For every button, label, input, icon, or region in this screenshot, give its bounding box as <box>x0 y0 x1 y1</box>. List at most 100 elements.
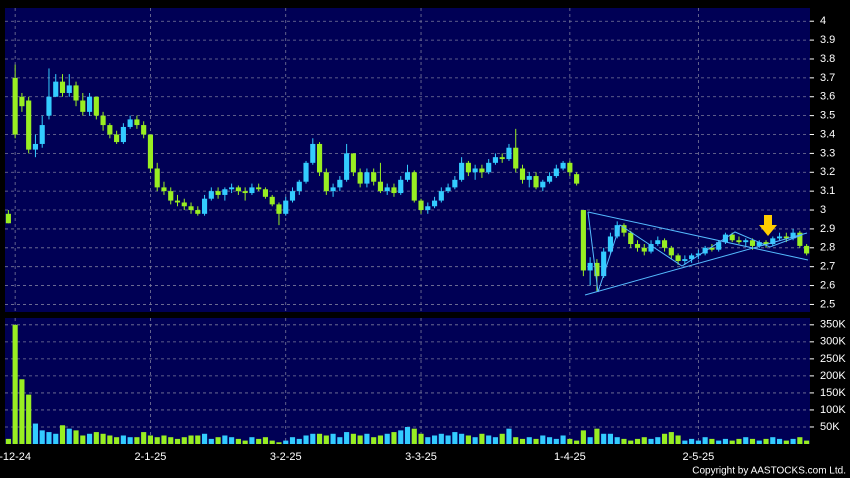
volume-bar <box>66 428 72 444</box>
candle-body <box>567 162 573 173</box>
candle-body <box>776 236 783 239</box>
volume-bar <box>249 437 255 444</box>
volume-bar <box>546 437 553 444</box>
volume-bar <box>357 435 363 444</box>
candle-body <box>587 262 593 271</box>
y-tick-label: 3.4 <box>820 128 835 140</box>
candle-body <box>465 162 471 173</box>
volume-bar <box>459 433 465 444</box>
volume-bar <box>316 433 323 444</box>
candle-body <box>249 187 255 194</box>
trend-line <box>587 211 809 261</box>
y2-tick-label: 150K <box>820 387 846 399</box>
volume-bar <box>398 430 404 444</box>
candle-body <box>425 206 431 211</box>
volume-bar <box>675 435 681 444</box>
volume-bar <box>310 433 316 444</box>
volume-bar <box>594 428 600 444</box>
volume-bar <box>134 437 140 444</box>
volume-bar <box>174 438 181 444</box>
volume-bar <box>689 438 695 444</box>
y2-tick-label: 200K <box>820 370 846 382</box>
candle-body <box>729 234 735 241</box>
y-tick-label: 3.9 <box>820 34 835 46</box>
volume-bar <box>736 438 742 444</box>
candle-body <box>154 168 160 188</box>
candle-body <box>208 191 214 199</box>
candle-body <box>546 176 553 182</box>
x-tick-label: 3-2-25 <box>270 451 302 463</box>
volume-bar <box>506 428 512 444</box>
candle-body <box>371 172 377 182</box>
y-tick-label: 3.3 <box>820 147 835 159</box>
candle-body <box>107 125 113 135</box>
candle-body <box>560 162 566 169</box>
y2-tick-label: 300K <box>820 336 846 348</box>
volume-bar <box>804 440 810 444</box>
volume-bar <box>127 437 133 444</box>
volume-bar <box>100 433 106 444</box>
y-tick-label: 2.5 <box>820 298 835 310</box>
volume-bar <box>607 433 614 444</box>
candle-body <box>364 172 370 184</box>
x-tick-label: 1-4-25 <box>554 451 586 463</box>
volume-bar <box>634 438 641 444</box>
candle-body <box>283 200 289 214</box>
candle-body <box>147 134 154 169</box>
candle-body <box>73 85 79 101</box>
candle-body <box>574 174 580 184</box>
y-tick-label: 2.9 <box>820 223 835 235</box>
volume-bar <box>425 437 431 444</box>
volume-bar <box>404 426 411 444</box>
y-tick-label: 2.8 <box>820 242 835 254</box>
candle-body <box>289 191 296 201</box>
candle-body <box>655 240 661 245</box>
candle-body <box>316 143 323 173</box>
candle-body <box>404 172 411 180</box>
candle-body <box>66 85 72 93</box>
candle-body <box>682 259 688 262</box>
candle-body <box>607 236 614 252</box>
candle-body <box>357 172 363 184</box>
volume-bar <box>154 437 160 444</box>
y2-tick-label: 100K <box>820 404 846 416</box>
y2-tick-label: 50K <box>820 421 840 433</box>
volume-bar <box>188 435 194 444</box>
candle-body <box>601 251 607 277</box>
volume-bar <box>695 440 701 444</box>
volume-bar <box>195 435 201 444</box>
candle-body <box>330 187 336 192</box>
candle-body <box>188 206 194 211</box>
volume-bar <box>797 437 803 444</box>
x-tick-label: 3-3-25 <box>405 451 437 463</box>
candle-body <box>398 179 404 194</box>
candle-body <box>709 247 715 250</box>
candle-body <box>269 196 275 205</box>
volume-bar <box>783 440 789 444</box>
candle-body <box>303 162 309 182</box>
volume-bar <box>486 435 492 444</box>
candle-body <box>181 202 187 207</box>
volume-bar <box>384 433 390 444</box>
candle-body <box>661 240 668 248</box>
volume-bar <box>53 433 59 444</box>
volume-bar <box>161 435 167 444</box>
y-tick-label: 3.2 <box>820 166 835 178</box>
volume-bar <box>749 438 756 444</box>
volume-bar <box>73 430 79 444</box>
y-tick-label: 3.8 <box>820 53 835 65</box>
volume-bar <box>716 440 722 444</box>
x-tick-label: -12-24 <box>0 451 31 463</box>
y-tick-label: 3.5 <box>820 110 835 122</box>
y-tick-label: 3.6 <box>820 91 835 103</box>
candle-body <box>262 189 269 197</box>
candle-body <box>749 240 756 246</box>
volume-bar <box>682 440 688 444</box>
volume-panel <box>5 318 810 444</box>
volume-bar <box>499 433 505 444</box>
candle-body <box>276 204 282 214</box>
y-tick-label: 2.7 <box>820 261 835 273</box>
candle-body <box>86 96 93 112</box>
candle-body <box>296 181 302 192</box>
